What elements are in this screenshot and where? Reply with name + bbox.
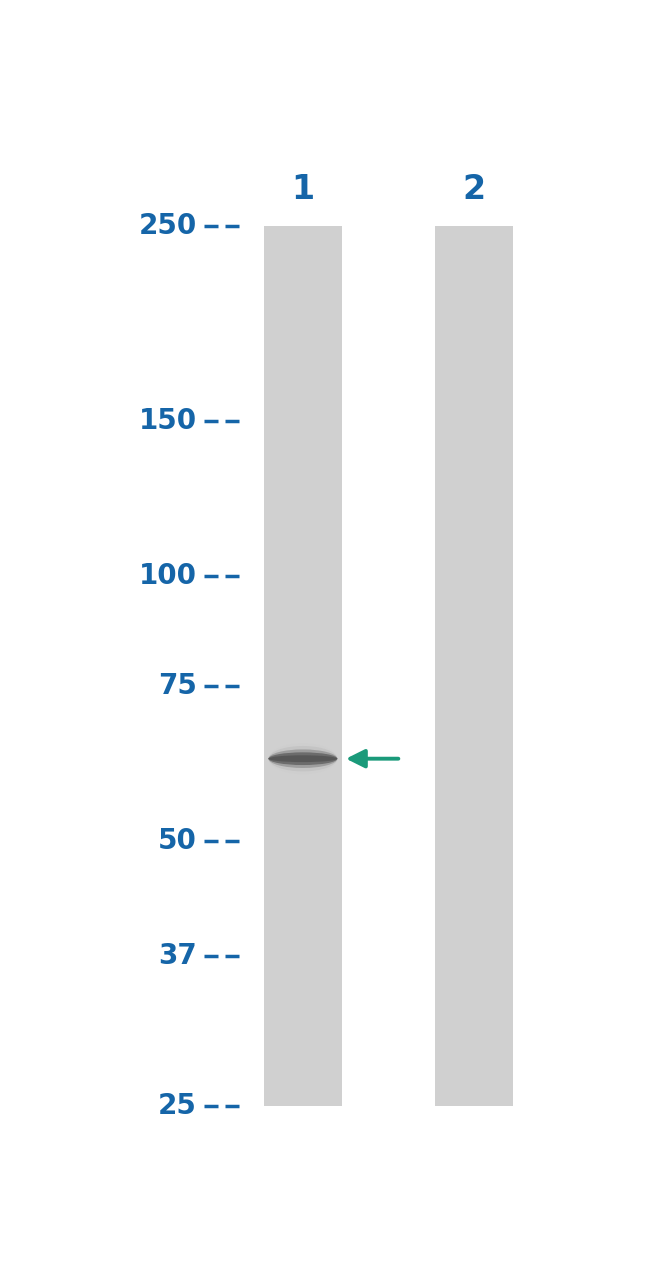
Ellipse shape bbox=[268, 745, 337, 771]
Text: 150: 150 bbox=[139, 406, 197, 436]
Ellipse shape bbox=[268, 749, 337, 768]
Text: 100: 100 bbox=[139, 561, 197, 591]
Text: 25: 25 bbox=[158, 1092, 197, 1120]
Ellipse shape bbox=[268, 752, 337, 765]
Text: 2: 2 bbox=[463, 173, 486, 206]
Text: 50: 50 bbox=[158, 827, 197, 855]
Text: 37: 37 bbox=[159, 942, 197, 970]
Ellipse shape bbox=[268, 756, 337, 762]
Bar bbox=[435, 226, 514, 1106]
Ellipse shape bbox=[268, 743, 337, 775]
Text: 75: 75 bbox=[158, 672, 197, 700]
Text: 1: 1 bbox=[291, 173, 315, 206]
Text: 250: 250 bbox=[139, 212, 197, 240]
Bar bbox=[264, 226, 342, 1106]
